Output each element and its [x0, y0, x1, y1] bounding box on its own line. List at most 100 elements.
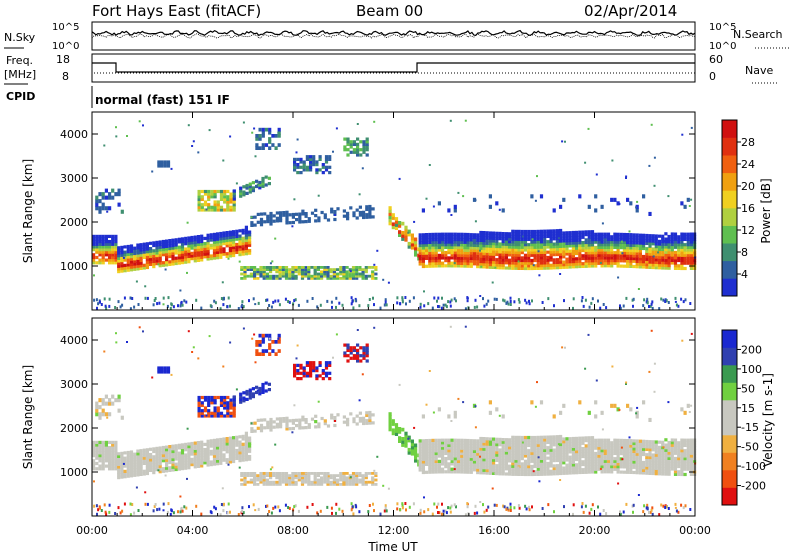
power-cell	[539, 261, 544, 265]
power-cell	[241, 242, 245, 246]
velocity-cell	[562, 458, 566, 462]
velocity-cell	[158, 462, 162, 466]
power-speckle	[383, 303, 386, 307]
velocity-cell	[680, 449, 684, 453]
power-cell	[629, 233, 633, 237]
power-cell	[351, 266, 356, 269]
power-cell	[225, 252, 229, 256]
velocity-cell	[407, 438, 411, 443]
velocity-cell	[664, 438, 668, 442]
velocity-cell	[243, 476, 247, 480]
velocity-cell	[418, 457, 422, 461]
power-cell	[501, 258, 505, 262]
power-speckle	[278, 303, 281, 307]
power-speckle	[117, 300, 120, 304]
power-cell	[248, 185, 252, 189]
power-cell	[145, 260, 149, 264]
velocity-cell	[590, 467, 595, 471]
power-cell	[302, 163, 306, 167]
power-cell	[139, 261, 143, 265]
power-cell	[264, 143, 269, 147]
power-cell	[339, 277, 343, 280]
velocity-cell	[539, 464, 544, 468]
power-cell	[145, 258, 149, 262]
velocity-cell	[488, 466, 492, 470]
velocity-cell	[498, 464, 502, 468]
colorbar-tick-label: 12	[741, 224, 755, 237]
power-cell	[216, 203, 220, 207]
power-cell	[262, 266, 266, 269]
power-cell	[108, 250, 112, 254]
power-cell	[291, 212, 295, 217]
power-cell	[324, 157, 329, 161]
power-cell	[351, 272, 356, 276]
velocity-cell	[456, 454, 461, 458]
power-cell	[568, 239, 572, 243]
power-cell	[654, 260, 658, 264]
velocity-cell	[638, 439, 642, 443]
power-cell	[520, 229, 524, 234]
velocity-cell	[664, 469, 668, 474]
velocity-cell	[104, 459, 108, 463]
power-cell	[492, 250, 496, 254]
power-cell	[466, 262, 470, 266]
velocity-cell	[297, 472, 301, 475]
velocity-cell	[120, 459, 124, 463]
velocity-cell	[269, 425, 273, 429]
velocity-cell	[223, 406, 227, 410]
power-speckle	[291, 225, 294, 228]
velocity-speckle	[220, 447, 222, 450]
velocity-cell	[575, 463, 579, 467]
power-cell	[235, 229, 239, 233]
velocity-cell	[142, 456, 146, 460]
power-cell	[428, 235, 432, 239]
power-speckle	[494, 266, 497, 269]
power-cell	[277, 127, 281, 132]
power-cell	[517, 264, 521, 268]
velocity-cell	[492, 463, 496, 468]
power-cell	[285, 221, 289, 225]
power-cell	[613, 245, 617, 249]
power-speckle	[440, 306, 443, 310]
power-speckle	[227, 296, 230, 300]
power-cell	[142, 242, 146, 246]
velocity-cell	[98, 405, 102, 410]
power-cell	[117, 270, 121, 274]
velocity-cell	[316, 483, 320, 486]
power-cell	[315, 163, 319, 167]
power-cell	[210, 189, 214, 194]
power-cell	[305, 155, 309, 159]
power-speckle	[427, 302, 430, 306]
power-cell	[520, 256, 524, 260]
velocity-cell	[126, 456, 130, 460]
velocity-cell	[568, 455, 572, 459]
velocity-cell	[414, 452, 418, 457]
power-speckle	[396, 301, 399, 305]
power-cell	[632, 235, 636, 240]
power-cell	[428, 238, 432, 242]
velocity-cell	[673, 456, 678, 461]
power-cell	[657, 266, 662, 270]
velocity-cell	[472, 447, 477, 451]
velocity-cell	[689, 467, 693, 471]
power-cell	[635, 238, 639, 242]
power-cell	[514, 250, 518, 255]
power-cell	[610, 264, 614, 268]
velocity-cell	[232, 444, 236, 448]
velocity-cell	[689, 462, 693, 466]
power-cell	[590, 259, 595, 263]
power-cell	[437, 261, 441, 265]
velocity-cell	[501, 459, 505, 463]
velocity-cell	[504, 456, 508, 460]
power-cell	[664, 245, 668, 249]
power-cell	[265, 277, 269, 280]
power-cell	[603, 256, 607, 260]
power-cell	[246, 274, 250, 278]
power-cell	[673, 261, 678, 265]
power-cell	[101, 242, 105, 246]
power-cell	[463, 261, 467, 266]
velocity-cell	[472, 441, 477, 445]
power-cell	[485, 244, 489, 248]
velocity-cell	[677, 454, 681, 458]
power-cell	[456, 264, 461, 268]
